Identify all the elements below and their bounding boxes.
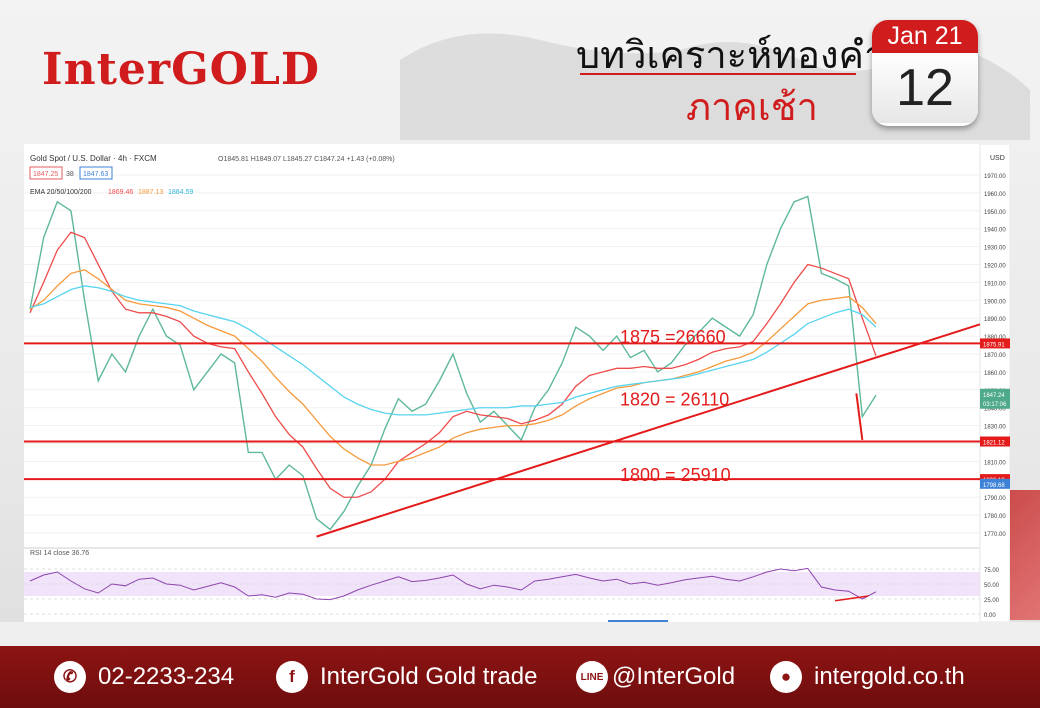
rsi-tick-label: 75.00	[984, 568, 1000, 574]
rsi-line	[29, 567, 877, 601]
line-id: @InterGold	[612, 663, 736, 690]
price-tick-label: 1910.00	[984, 281, 1006, 287]
price-tick-label: 1970.00	[984, 174, 1006, 180]
price-tick-label: 1830.00	[984, 425, 1006, 431]
intergold-logo: InterGOLD	[42, 44, 321, 95]
rsi-tick-label: 50.00	[984, 583, 1000, 589]
footer-line[interactable]: LINE @InterGold	[576, 660, 735, 694]
price-tick-label: 1950.00	[984, 210, 1006, 216]
price-tick-label: 1960.00	[984, 192, 1006, 198]
ema100-value: 1884.59	[168, 189, 193, 196]
footer-bar: ✆ 02-2233-234 f InterGold Gold trade LIN…	[0, 646, 1040, 708]
facebook-icon: f	[276, 661, 308, 693]
selloff-marker	[855, 393, 864, 441]
level-tag	[980, 478, 1010, 489]
page-subtitle: ภาคเช้า	[686, 87, 818, 129]
ema20-value: 1869.46	[108, 189, 133, 196]
level-annotation: 1800 = 25910	[620, 465, 731, 485]
rsi-label: RSI 14 close 36.76	[30, 550, 89, 557]
price-tick-label: 1780.00	[984, 514, 1006, 520]
footer-phone[interactable]: ✆ 02-2233-234	[54, 660, 234, 694]
bid-price: 1847.25	[33, 171, 58, 178]
calendar-day: 12	[872, 53, 978, 123]
ema50-line	[29, 269, 877, 466]
level-annotation: 1875 =26660	[620, 327, 726, 347]
price-tick-label: 1930.00	[984, 246, 1006, 252]
level-tag-label: 1798.68	[983, 483, 1005, 489]
bid-box[interactable]	[29, 166, 63, 180]
rsi-tick-label: 0.00	[984, 613, 996, 619]
title-divider	[580, 73, 856, 75]
level-annotation: 1820 = 26110	[620, 390, 729, 410]
side-decoration	[1010, 490, 1040, 620]
ema100-line	[29, 285, 877, 416]
line-icon: LINE	[576, 661, 608, 693]
scroll-indicator[interactable]	[608, 620, 668, 622]
bottom-band	[0, 622, 1040, 646]
calendar-badge: Jan 21 12	[872, 20, 978, 126]
level-tag	[980, 436, 1010, 447]
rsi-tick-label: 25.00	[984, 598, 1000, 604]
price-line	[29, 195, 877, 531]
ema-label: EMA 20/50/100/200	[30, 189, 92, 196]
ema20-line	[29, 231, 877, 498]
current-price-tag	[980, 388, 1010, 409]
price-chart: 1770.001780.001790.001800.001810.001820.…	[24, 143, 1011, 623]
trendline	[316, 323, 981, 538]
ask-price: 1847.63	[83, 171, 108, 178]
price-tick-label: 1790.00	[984, 496, 1006, 502]
symbol-label: Gold Spot / U.S. Dollar · 4h · FXCM	[30, 154, 157, 163]
level-tag-label: 1875.91	[983, 342, 1005, 348]
footer-facebook[interactable]: f InterGold Gold trade	[276, 660, 537, 694]
rsi-band	[24, 572, 980, 596]
rsi-divergence-line	[834, 595, 869, 602]
chart-panel: 1770.001780.001790.001800.001810.001820.…	[24, 143, 1011, 623]
price-tick-label: 1880.00	[984, 335, 1006, 341]
price-tick-label: 1900.00	[984, 299, 1006, 305]
website-url: intergold.co.th	[814, 663, 965, 690]
countdown-label: 03:17:06	[983, 402, 1007, 408]
price-tick-label: 1940.00	[984, 228, 1006, 234]
page-title: บทวิเคราะห์ทองคำ	[576, 35, 886, 77]
phone-icon: ✆	[54, 661, 86, 693]
price-tick-label: 1810.00	[984, 460, 1006, 466]
level-tag	[980, 338, 1010, 349]
level-tag-label: 1821.12	[983, 441, 1005, 447]
ask-box[interactable]	[79, 166, 113, 180]
currency-label: USD	[990, 155, 1005, 162]
price-tick-label: 1840.00	[984, 407, 1006, 413]
current-price-label: 1847.24	[983, 393, 1005, 399]
spread-value: 38	[66, 171, 74, 178]
footer-website[interactable]: ● intergold.co.th	[770, 660, 965, 694]
ema50-value: 1887.13	[138, 189, 163, 196]
price-tick-label: 1870.00	[984, 353, 1006, 359]
price-tick-label: 1920.00	[984, 263, 1006, 269]
phone-number: 02-2233-234	[98, 663, 235, 690]
price-tick-label: 1860.00	[984, 371, 1006, 377]
price-tick-label: 1770.00	[984, 532, 1006, 538]
calendar-month: Jan 21	[872, 20, 978, 53]
price-tick-label: 1890.00	[984, 317, 1006, 323]
ohlc-label: O1845.81 H1849.07 L1845.27 C1847.24 +1.4…	[218, 156, 395, 163]
facebook-name: InterGold Gold trade	[320, 663, 538, 690]
globe-icon: ●	[770, 661, 802, 693]
